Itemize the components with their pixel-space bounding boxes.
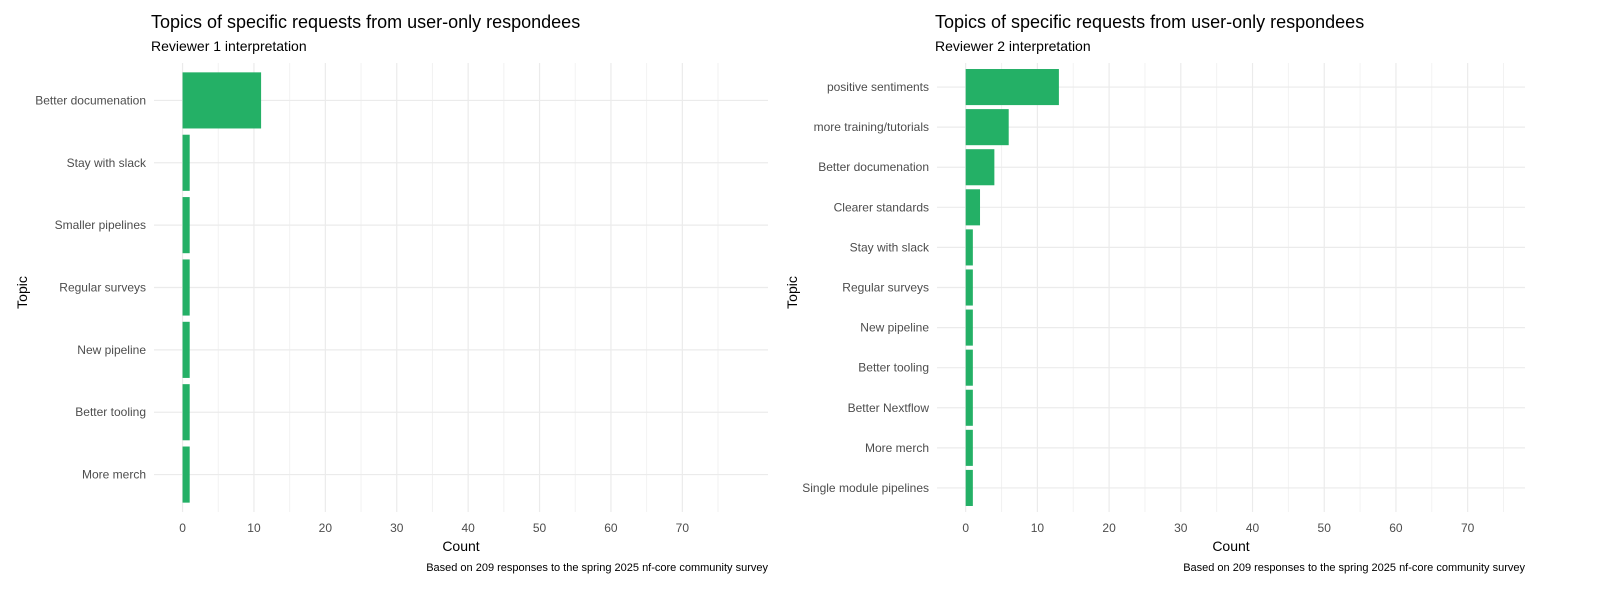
bar xyxy=(182,259,190,316)
x-tick-label: 30 xyxy=(390,521,404,535)
bar xyxy=(965,469,973,506)
bar xyxy=(182,321,190,378)
y-tick-label: New pipeline xyxy=(860,321,929,335)
y-tick-label: Clearer standards xyxy=(834,200,929,214)
y-tick-label: Better tooling xyxy=(858,361,929,375)
chart-title: Topics of specific requests from user-on… xyxy=(935,12,1364,32)
y-tick-label: more training/tutorials xyxy=(814,120,929,134)
y-tick-label: Stay with slack xyxy=(67,156,147,170)
bar xyxy=(182,134,190,191)
chart-panel-1: Better documenation Stay with slack Smalle… xyxy=(14,12,768,574)
x-tick-label: 30 xyxy=(1174,521,1188,535)
bar xyxy=(965,109,1009,146)
y-tick-label: Smaller pipelines xyxy=(55,218,146,232)
y-tick-label: More merch xyxy=(82,468,146,482)
x-tick-label: 50 xyxy=(533,521,547,535)
x-axis-label: Count xyxy=(1212,538,1249,554)
x-tick-label: 0 xyxy=(962,521,969,535)
y-axis-label: Topic xyxy=(784,276,800,309)
y-tick-label: positive sentiments xyxy=(827,80,929,94)
chart-caption: Based on 209 responses to the spring 202… xyxy=(426,562,768,574)
y-tick-label: New pipeline xyxy=(77,343,146,357)
y-tick-label: Better tooling xyxy=(75,405,146,419)
x-tick-label: 20 xyxy=(319,521,333,535)
bar xyxy=(965,229,973,266)
bar xyxy=(965,309,973,346)
x-tick-label: 40 xyxy=(1246,521,1260,535)
bar xyxy=(965,429,973,466)
chart-subtitle: Reviewer 1 interpretation xyxy=(151,38,307,54)
y-tick-label: Better documenation xyxy=(818,160,929,174)
y-tick-label: Better documenation xyxy=(35,93,146,107)
y-tick-label: Regular surveys xyxy=(59,281,146,295)
x-tick-label: 10 xyxy=(247,521,261,535)
bar xyxy=(182,446,190,503)
bar xyxy=(965,269,973,306)
y-tick-label: Regular surveys xyxy=(842,281,929,295)
x-tick-label: 20 xyxy=(1102,521,1116,535)
chart-title: Topics of specific requests from user-on… xyxy=(151,12,580,32)
bar xyxy=(182,384,190,441)
chart-caption: Based on 209 responses to the spring 202… xyxy=(1183,562,1525,574)
bar xyxy=(965,69,1059,106)
x-tick-label: 70 xyxy=(1461,521,1475,535)
y-tick-label: Better Nextflow xyxy=(848,401,930,415)
y-axis-label: Topic xyxy=(14,276,30,309)
x-tick-label: 60 xyxy=(604,521,618,535)
x-tick-label: 10 xyxy=(1031,521,1045,535)
y-tick-label: Single module pipelines xyxy=(802,481,929,495)
x-tick-label: 40 xyxy=(461,521,475,535)
chart-panel-2: positive sentiments more training/tutoria… xyxy=(784,12,1525,574)
x-tick-label: 70 xyxy=(676,521,690,535)
y-tick-label: Stay with slack xyxy=(850,240,930,254)
x-axis-label: Count xyxy=(442,538,479,554)
bar xyxy=(965,389,973,426)
y-tick-label: More merch xyxy=(865,441,929,455)
x-tick-label: 60 xyxy=(1389,521,1403,535)
chart-subtitle: Reviewer 2 interpretation xyxy=(935,38,1091,54)
x-tick-label: 0 xyxy=(179,521,186,535)
bar xyxy=(182,197,190,254)
bar xyxy=(965,349,973,386)
bar xyxy=(182,72,262,129)
bar xyxy=(965,149,995,186)
x-tick-label: 50 xyxy=(1318,521,1332,535)
bar xyxy=(965,189,981,226)
